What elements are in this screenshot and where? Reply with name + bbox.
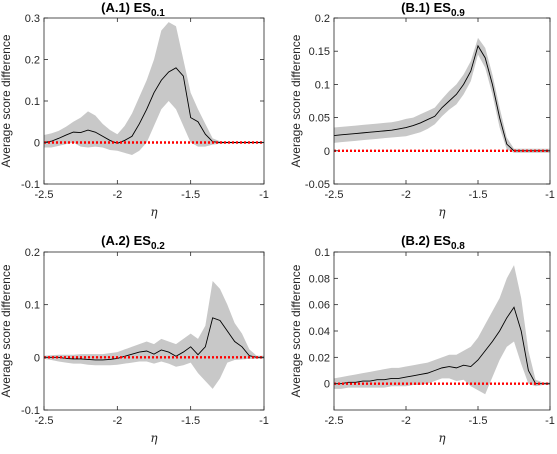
- y-tick-label: 0.2: [25, 247, 40, 259]
- y-tick-label: 0: [324, 379, 330, 391]
- x-tick-label: -2: [401, 415, 411, 427]
- y-tick-label: 0.1: [25, 96, 40, 108]
- mean-line: [334, 306, 550, 385]
- confidence-band: [44, 280, 264, 389]
- mean-line: [43, 67, 264, 144]
- y-tick-label: 0: [34, 138, 40, 150]
- x-axis-label: η: [438, 205, 446, 219]
- confidence-band: [44, 22, 264, 155]
- x-tick-label: -1.5: [181, 189, 200, 201]
- x-tick-label: -1: [545, 189, 555, 201]
- panel-title-subscript: 0.1: [151, 8, 165, 19]
- x-tick-label: -2.5: [325, 189, 344, 201]
- axes-frame: [333, 17, 551, 185]
- panel-title-subscript: 0.2: [151, 241, 165, 252]
- y-axis-label: Average score difference: [289, 34, 303, 167]
- y-tick-label: 0.04: [309, 326, 330, 338]
- x-tick-label: -1.5: [181, 415, 200, 427]
- x-tick-label: -1: [259, 189, 269, 201]
- panel-title: (A.2) ES0.2: [101, 233, 165, 252]
- y-tick-label: 0.08: [309, 273, 330, 285]
- x-tick-label: -2.5: [35, 189, 54, 201]
- y-axis-label: Average score difference: [0, 264, 13, 397]
- panel-b2: -2.5 -2 -1.5 -1 0 0.02 0.04 0.06 0.08 0.1 η Average…: [289, 233, 555, 445]
- y-tick-label: 0: [324, 146, 330, 158]
- confidence-band: [334, 37, 550, 153]
- panel-title-subscript: 0.8: [451, 241, 465, 252]
- y-tick-label: 0.1: [25, 300, 40, 312]
- y-tick-label: -0.1: [21, 405, 40, 417]
- y-tick-label: 0.05: [309, 113, 330, 125]
- x-tick-label: -2: [112, 189, 122, 201]
- x-tick-label: -1.5: [469, 415, 488, 427]
- panel-title-main: (A.1) ES: [101, 0, 151, 15]
- y-axis-label: Average score difference: [0, 34, 13, 167]
- y-tick-label: -0.05: [305, 179, 330, 191]
- y-tick-label: 0.15: [309, 46, 330, 58]
- y-tick-label: 0.06: [309, 300, 330, 312]
- y-axis-label: Average score difference: [289, 264, 303, 397]
- mean-line: [44, 317, 264, 361]
- y-tick-label: 0.3: [25, 13, 40, 25]
- y-tick-label: -0.1: [21, 179, 40, 191]
- panel-title-main: (B.1) ES: [401, 0, 451, 15]
- y-tick-label: 0: [34, 352, 40, 364]
- y-tick-label: 0.02: [309, 352, 330, 364]
- y-tick-label: 0.1: [315, 79, 330, 91]
- x-tick-label: -2.5: [325, 415, 344, 427]
- x-axis-label: η: [438, 431, 446, 445]
- x-tick-label: -1: [545, 415, 555, 427]
- y-tick-label: 0.2: [315, 13, 330, 25]
- x-tick-label: -1: [259, 415, 269, 427]
- axes-frame: [43, 251, 265, 411]
- x-tick-label: -2: [401, 189, 411, 201]
- y-tick-label: 0.2: [25, 55, 40, 67]
- x-tick-label: -1.5: [469, 189, 488, 201]
- panel-title: (B.2) ES0.8: [401, 233, 465, 252]
- x-tick-label: -2: [112, 415, 122, 427]
- panel-title: (B.1) ES0.9: [401, 0, 465, 19]
- x-axis-label: η: [150, 431, 158, 445]
- panel-b1: -2.5 -2 -1.5 -1 -0.05 0 0.05 0.1 0.15 0.2 η Average…: [289, 0, 555, 219]
- y-tick-label: 0.1: [315, 247, 330, 259]
- panel-title-main: (B.2) ES: [401, 233, 451, 248]
- panel-title: (A.1) ES0.1: [101, 0, 165, 19]
- x-tick-label: -2.5: [35, 415, 54, 427]
- panel-title-subscript: 0.9: [451, 8, 465, 19]
- panel-title-main: (A.2) ES: [101, 233, 151, 248]
- confidence-band: [334, 265, 550, 395]
- panel-a1: -2.5 -2 -1.5 -1 -0.1 0 0.1 0.2 0.3 η Average score…: [0, 0, 269, 219]
- panel-a2: -2.5 -2 -1.5 -1 -0.1 0 0.1 0.2 η Average score di…: [0, 233, 269, 445]
- x-axis-label: η: [150, 205, 158, 219]
